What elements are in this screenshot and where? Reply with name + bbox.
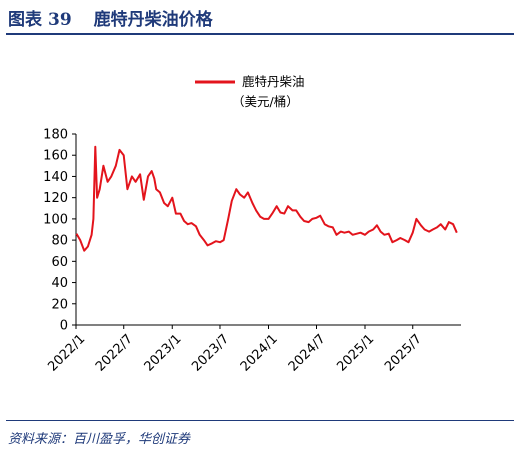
x-tick-label: 2022/7 [93, 332, 136, 375]
y-tick-label: 140 [43, 170, 68, 185]
y-axis-ticks: 0 20 40 60 80 100 120 140 160 180 [43, 128, 76, 334]
legend-unit: （美元/桶） [232, 94, 299, 109]
legend: 鹿特丹柴油 （美元/桶） [195, 74, 305, 109]
y-tick-label: 160 [43, 149, 68, 164]
legend-series-name: 鹿特丹柴油 [242, 74, 305, 89]
y-tick-label: 0 [60, 319, 68, 334]
figure-label: 图表 [8, 10, 42, 30]
x-tick-label: 2022/1 [45, 332, 88, 375]
x-tick-label: 2023/7 [189, 332, 232, 375]
y-tick-label: 20 [51, 297, 68, 312]
bottom-rule [6, 420, 514, 421]
y-tick-label: 80 [51, 234, 68, 249]
y-tick-label: 120 [43, 191, 68, 206]
axes [75, 134, 461, 326]
x-tick-label: 2023/1 [142, 332, 185, 375]
y-tick-label: 60 [51, 255, 68, 270]
x-tick-label: 2025/7 [382, 332, 425, 375]
y-tick-label: 100 [43, 212, 68, 227]
figure-title: 图表 39 鹿特丹柴油价格 [8, 5, 213, 30]
series-line-rotterdam-diesel [75, 145, 458, 252]
y-tick-label: 40 [51, 276, 68, 291]
y-tick-label: 180 [43, 128, 68, 143]
line-chart: 鹿特丹柴油 （美元/桶） 0 20 40 60 80 100 120 140 160 180 20… [43, 74, 461, 375]
figure-number: 39 [48, 10, 72, 30]
top-rule [6, 33, 514, 35]
x-tick-label: 2024/7 [286, 332, 329, 375]
x-axis-ticks: 2022/1 2022/7 2023/1 2023/7 2024/1 2024/7 2025… [45, 325, 425, 375]
source-note: 资料来源：百川盈孚，华创证券 [8, 432, 191, 447]
chart-title: 鹿特丹柴油价格 [93, 10, 213, 30]
x-tick-label: 2025/1 [334, 332, 377, 375]
x-tick-label: 2024/1 [238, 332, 281, 375]
